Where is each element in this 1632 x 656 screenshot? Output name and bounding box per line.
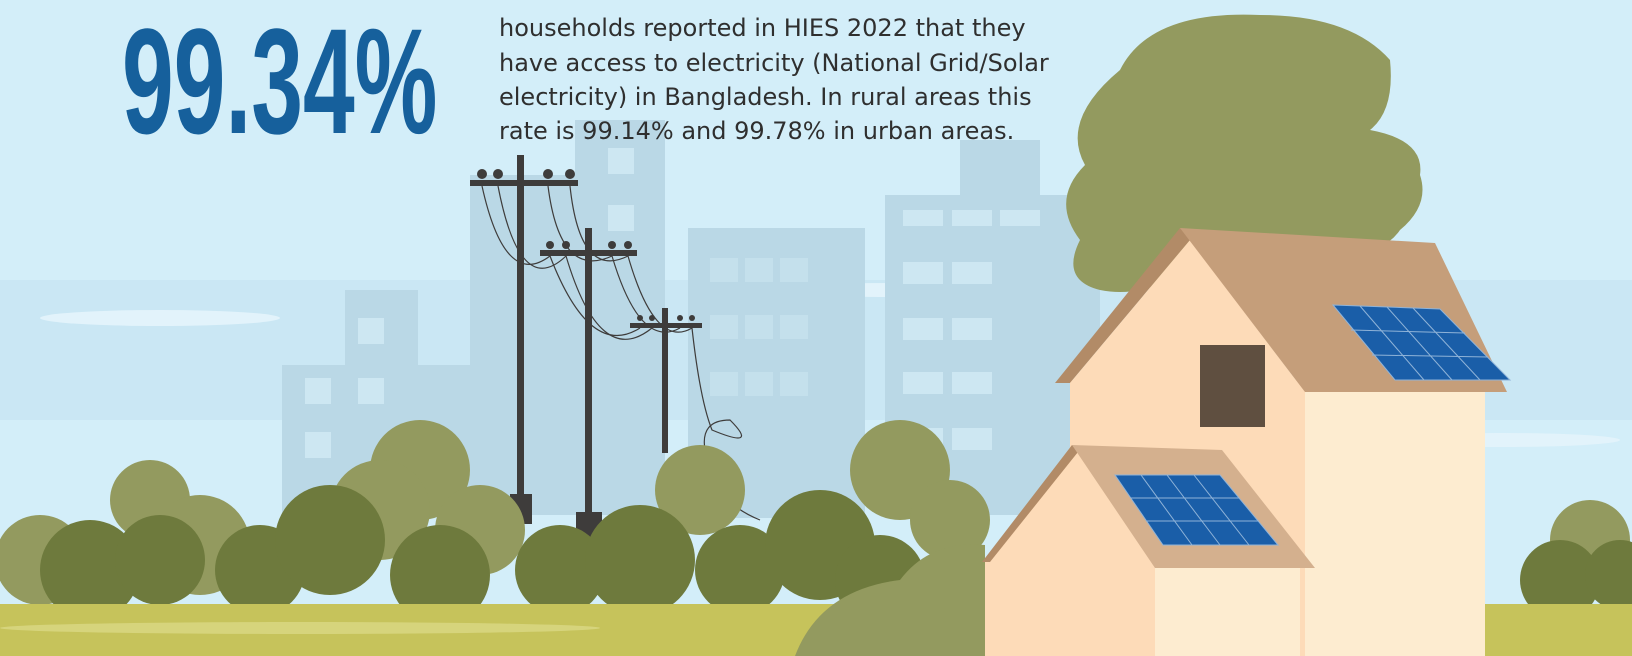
power-poles — [470, 155, 702, 542]
window — [1200, 345, 1265, 427]
small-roof-edge — [982, 445, 1078, 562]
description-line: have access to electricity (National Gri… — [499, 49, 1049, 77]
solar-grid — [1350, 305, 1489, 381]
description-line: rate is 99.14% and 99.78% in urban areas… — [499, 117, 1014, 145]
description-line: electricity) in Bangladesh. In rural are… — [499, 83, 1032, 111]
ground-highlight — [0, 622, 600, 634]
small-house-side — [1155, 568, 1300, 656]
small-solar-panel — [1114, 474, 1280, 546]
tree — [1066, 14, 1423, 292]
roof-edge — [1055, 228, 1190, 383]
windows — [305, 148, 1040, 458]
front-bush — [795, 544, 985, 656]
small-solar-grid — [1131, 474, 1259, 546]
small-house-wall — [985, 560, 1155, 656]
description-line: households reported in HIES 2022 that th… — [499, 14, 1026, 42]
house-side-wall — [1305, 392, 1485, 656]
bushes-dark — [40, 485, 1632, 625]
headline: 99.34% — [122, 0, 437, 165]
small-gable — [985, 445, 1155, 568]
